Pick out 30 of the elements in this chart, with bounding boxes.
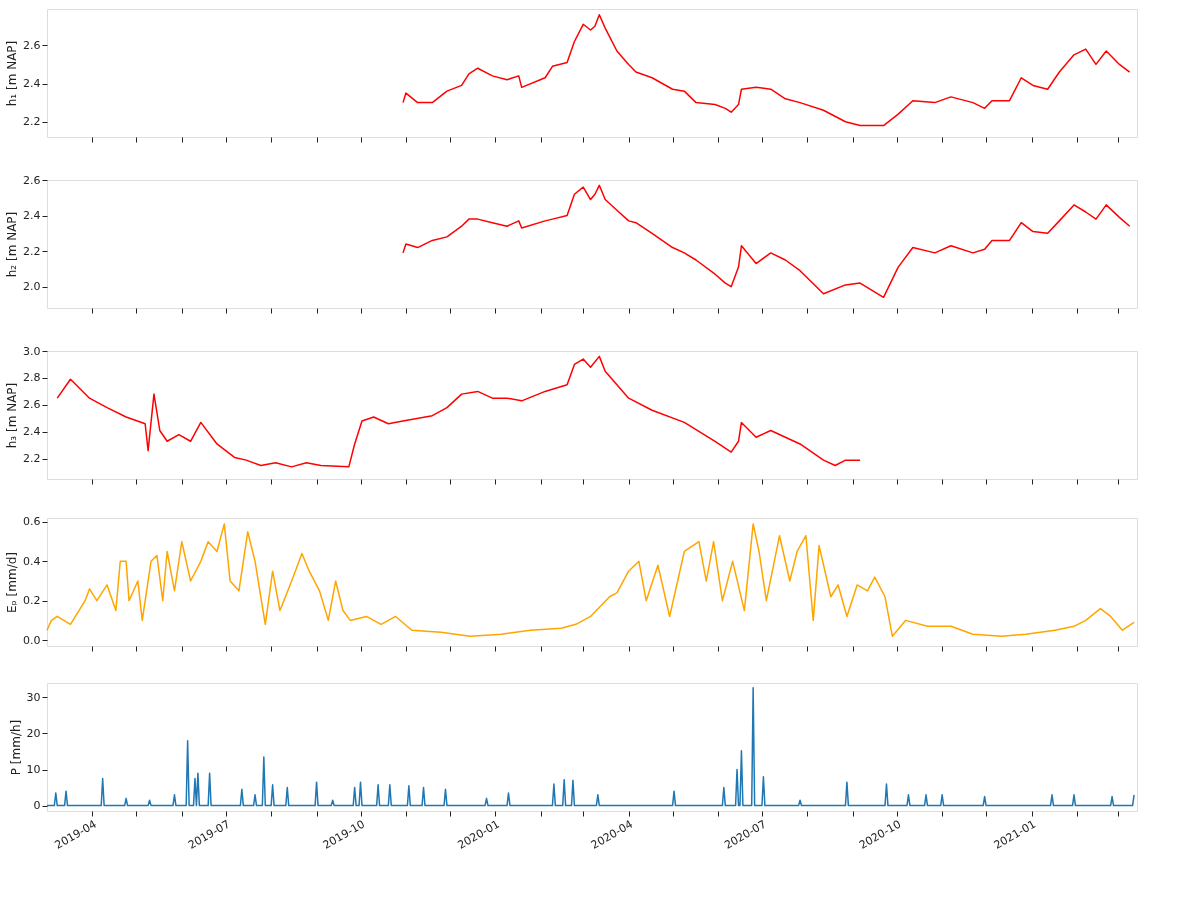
- line-series: [402, 184, 1131, 299]
- y-tick-label: 3.0: [23, 344, 41, 358]
- y-tick-label: 2.4: [23, 209, 41, 223]
- y-tick-label: 0.6: [23, 515, 41, 529]
- y-tick-label: 2.6: [23, 173, 41, 187]
- y-tick-label: 2.2: [23, 452, 41, 466]
- y-tick-label: 0.2: [23, 594, 41, 608]
- y-tick-label: 10: [26, 763, 41, 777]
- line-series: [46, 523, 1135, 637]
- y-tick-label: 0.4: [23, 554, 41, 568]
- y-tick-label: 2.2: [23, 244, 41, 258]
- y-tick-label: 2.4: [23, 425, 41, 439]
- y-axis-title: Eₚ [mm/d]: [5, 552, 20, 613]
- line-series: [402, 13, 1131, 127]
- line-series: [56, 355, 861, 468]
- line-series: [46, 686, 1135, 807]
- y-tick-label: 2.0: [23, 280, 41, 294]
- y-axis-title: h₃ [m NAP]: [5, 382, 20, 449]
- y-tick-label: 2.6: [23, 398, 41, 412]
- y-tick-label: 2.2: [23, 115, 41, 129]
- y-tick-label: 0.0: [23, 633, 41, 647]
- y-tick-label: 2.6: [23, 38, 41, 52]
- y-axis-title: h₂ [m NAP]: [5, 211, 20, 278]
- y-tick-label: 2.8: [23, 371, 41, 385]
- y-axis-title: P [mm/h]: [8, 719, 23, 776]
- y-tick-label: 30: [26, 690, 41, 704]
- y-tick-label: 2.4: [23, 77, 41, 91]
- y-tick-label: 20: [26, 726, 41, 740]
- y-axis-title: h₁ [m NAP]: [5, 40, 20, 107]
- y-tick-label: 0: [33, 799, 41, 813]
